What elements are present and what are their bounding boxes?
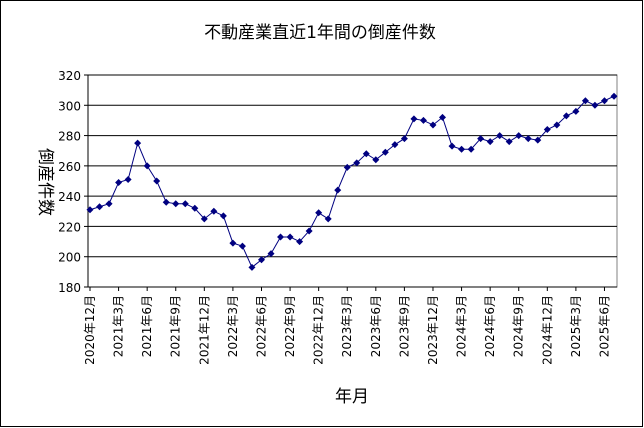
data-point <box>581 97 589 105</box>
y-axis-title: 倒産件数 <box>35 148 55 216</box>
data-point <box>505 138 513 146</box>
data-point <box>115 179 123 187</box>
data-point <box>400 135 408 143</box>
data-point <box>553 121 561 129</box>
data-point <box>124 175 132 183</box>
data-point <box>419 116 427 124</box>
data-point <box>562 112 570 120</box>
chart-title: 不動産業直近1年間の倒産件数 <box>204 23 436 43</box>
data-point <box>524 135 532 143</box>
data-point <box>200 215 208 223</box>
data-point <box>343 163 351 171</box>
data-point <box>248 263 256 271</box>
x-tick-label: 2024年3月 <box>455 295 469 357</box>
x-tick-label: 2024年6月 <box>483 295 497 357</box>
x-tick-label: 2025年6月 <box>597 295 611 357</box>
x-axis-title: 年月 <box>335 387 369 407</box>
y-tick-label: 180 <box>58 281 81 295</box>
data-point <box>229 239 237 247</box>
y-tick-label: 280 <box>58 130 81 144</box>
data-point <box>477 135 485 143</box>
data-point <box>496 132 504 140</box>
data-point <box>143 162 151 170</box>
data-point <box>362 150 370 158</box>
data-point <box>305 227 313 235</box>
y-tick-label: 300 <box>58 99 81 113</box>
data-point <box>191 204 199 212</box>
data-point <box>543 126 551 134</box>
y-tick-label: 260 <box>58 160 81 174</box>
data-point <box>315 209 323 217</box>
y-tick-label: 240 <box>58 190 81 204</box>
data-point <box>267 250 275 258</box>
data-point <box>181 200 189 208</box>
data-point <box>372 156 380 164</box>
data-point <box>153 177 161 185</box>
data-point <box>467 145 475 153</box>
data-point <box>219 212 227 220</box>
data-point <box>448 142 456 150</box>
data-point <box>105 200 113 208</box>
y-tick-label: 220 <box>58 220 81 234</box>
data-point <box>391 141 399 149</box>
x-tick-label: 2022年3月 <box>226 295 240 357</box>
data-point <box>591 101 599 109</box>
x-tick-label: 2023年12月 <box>426 295 440 365</box>
data-point <box>86 206 94 214</box>
x-tick-label: 2020年12月 <box>83 295 97 365</box>
x-tick-label: 2023年6月 <box>369 295 383 357</box>
data-point <box>238 242 246 250</box>
data-point <box>610 92 618 100</box>
x-tick-label: 2022年6月 <box>254 295 268 357</box>
data-point <box>257 256 265 264</box>
x-tick-label: 2024年12月 <box>540 295 554 365</box>
data-point <box>458 145 466 153</box>
data-point <box>286 233 294 241</box>
data-point <box>296 238 304 246</box>
data-point <box>600 97 608 105</box>
x-tick-label: 2021年12月 <box>197 295 211 365</box>
data-point <box>162 198 170 206</box>
data-point <box>277 233 285 241</box>
x-tick-label: 2023年3月 <box>340 295 354 357</box>
x-tick-label: 2021年9月 <box>169 295 183 357</box>
data-point <box>534 136 542 144</box>
y-tick-label: 200 <box>58 251 81 265</box>
data-point <box>410 115 418 123</box>
x-tick-label: 2025年3月 <box>569 295 583 357</box>
plot-area <box>87 74 618 288</box>
data-point <box>172 200 180 208</box>
data-point <box>429 121 437 129</box>
data-point <box>572 107 580 115</box>
x-tick-label: 2021年6月 <box>140 295 154 357</box>
data-point <box>324 215 332 223</box>
data-point <box>439 113 447 121</box>
data-point <box>96 203 104 211</box>
x-tick-label: 2021年3月 <box>112 295 126 357</box>
data-point <box>210 207 218 215</box>
data-point <box>353 159 361 167</box>
data-point <box>486 138 494 146</box>
x-tick-label: 2022年12月 <box>312 295 326 365</box>
y-tick-label: 320 <box>58 69 81 83</box>
x-tick-label: 2023年9月 <box>397 295 411 357</box>
data-point <box>134 139 142 147</box>
data-point <box>515 132 523 140</box>
data-point <box>381 148 389 156</box>
x-tick-label: 2022年9月 <box>283 295 297 357</box>
data-point <box>334 186 342 194</box>
x-tick-label: 2024年9月 <box>512 295 526 357</box>
